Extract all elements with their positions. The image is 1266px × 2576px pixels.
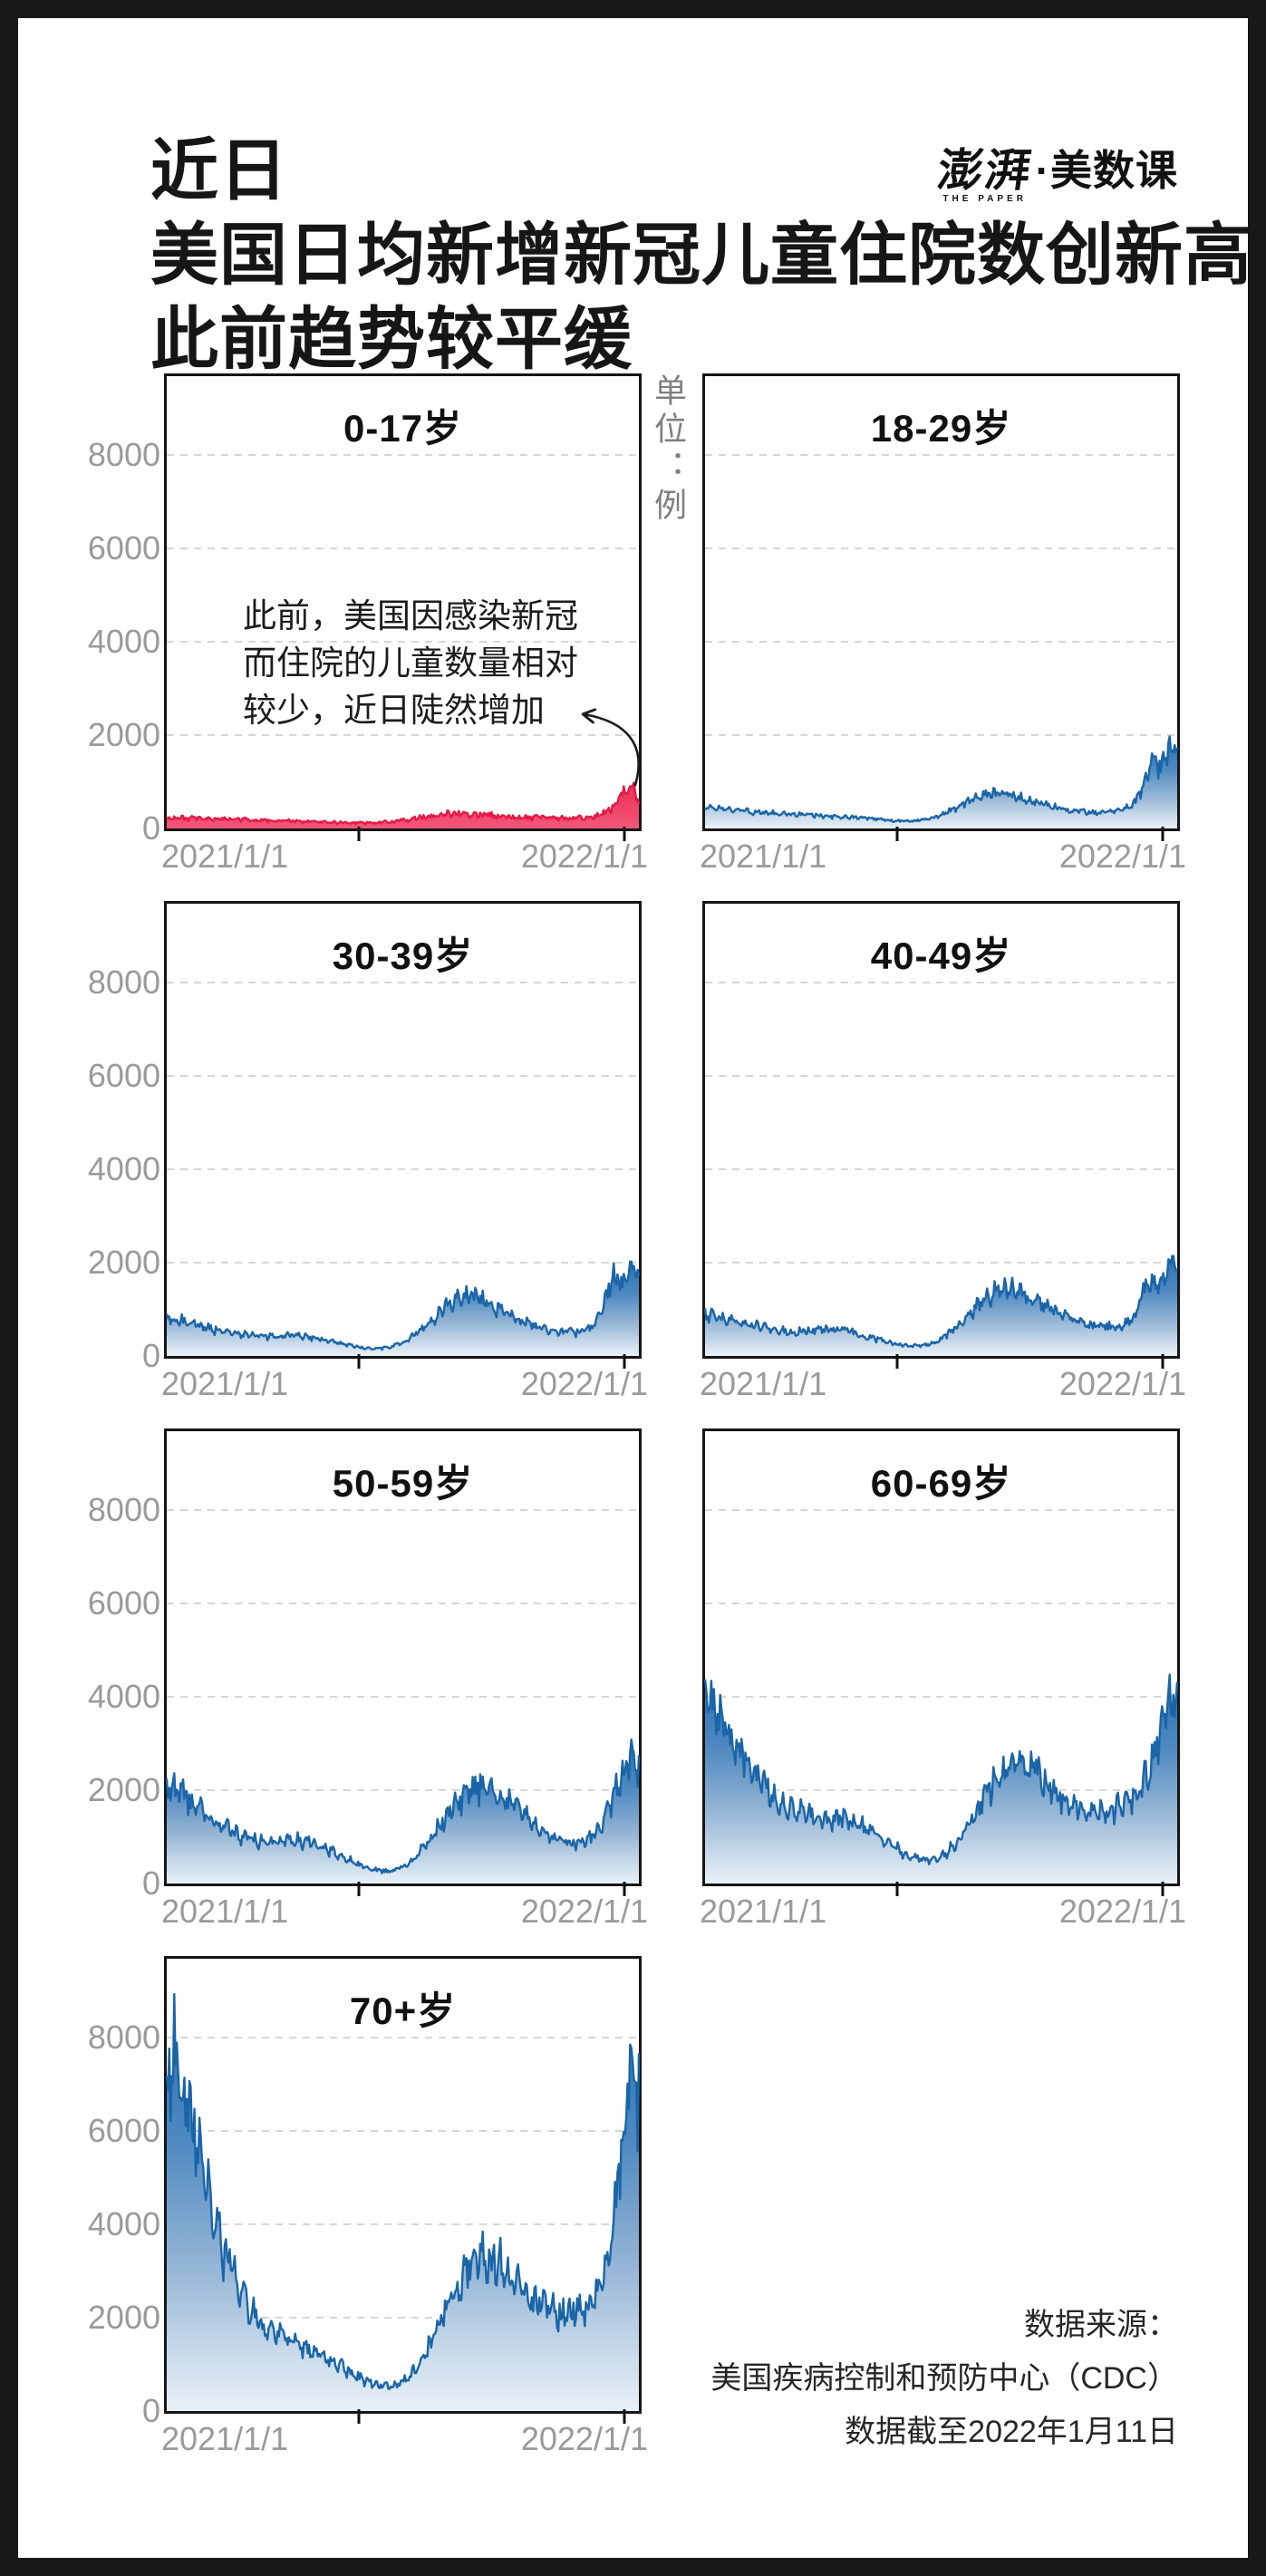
x-axis-label-end: 2022/1/1 <box>1058 1893 1186 1930</box>
chart-panel-50-59: 50-59岁 <box>164 1428 642 1896</box>
logo-suffix: ·美数课 <box>1035 147 1178 194</box>
area-chart-60-69 <box>703 1509 1179 1896</box>
y-axis-label: 6000 <box>87 529 160 567</box>
source-line-1: 数据来源： <box>1024 2308 1178 2342</box>
title-line-3: 此前趋势较平缓 <box>150 301 633 377</box>
y-axis-label: 6000 <box>87 1584 160 1622</box>
x-axis-labels-60-69: 2021/1/1 2022/1/1 <box>700 1893 1186 1931</box>
chart-panel-70plus: 70+岁 <box>164 1956 642 2424</box>
y-axis-label: 2000 <box>87 716 160 753</box>
publisher-logo: 澎湃 THE PAPER ·美数课 <box>934 143 1178 204</box>
x-axis-label-end: 2022/1/1 <box>520 1365 648 1402</box>
page-title: 近日 美国日均新增新冠儿童住院数创新高 此前趋势较平缓 <box>150 129 1248 382</box>
infographic-card: 近日 美国日均新增新冠儿童住院数创新高 此前趋势较平缓 澎湃 THE PAPER… <box>18 18 1248 2558</box>
chart-title-0-17: 0-17岁 <box>343 407 463 450</box>
area-chart-18-29 <box>704 454 1179 841</box>
title-line-1: 近日 <box>150 132 289 208</box>
y-axis-label: 8000 <box>87 2019 160 2056</box>
logo-brand-text: 澎湃 <box>933 143 1036 197</box>
chart-panel-40-49: 40-49岁 <box>702 901 1180 1369</box>
logo-subtitle: THE PAPER <box>942 194 1027 204</box>
chart-title-70plus: 70+岁 <box>349 1990 457 2032</box>
x-axis-labels-70plus: 2021/1/1 2022/1/1 <box>161 2420 648 2458</box>
y-axis-label: 0 <box>141 809 160 847</box>
area-chart-0-17 <box>166 454 641 841</box>
y-axis-labels-0-17: 0 2000 4000 6000 8000 <box>46 373 160 847</box>
y-axis-label: 4000 <box>87 1150 160 1187</box>
area-chart-30-39 <box>165 982 641 1369</box>
y-axis-label: 8000 <box>87 1491 160 1528</box>
chart-title-50-59: 50-59岁 <box>332 1462 474 1505</box>
y-axis-label: 6000 <box>87 2112 160 2149</box>
x-axis-label-end: 2022/1/1 <box>1058 1365 1186 1402</box>
x-axis-label-start: 2021/1/1 <box>161 2420 289 2457</box>
source-line-3: 数据截至2022年1月11日 <box>845 2415 1178 2449</box>
y-axis-label: 2000 <box>87 1244 160 1281</box>
y-axis-labels-30-39: 0 2000 4000 6000 8000 <box>46 901 160 1374</box>
y-axis-labels-50-59: 0 2000 4000 6000 8000 <box>46 1428 160 1902</box>
chart-panel-0-17: 0-17岁 <box>164 373 642 841</box>
y-axis-label: 0 <box>141 2392 160 2429</box>
y-axis-label: 2000 <box>87 2299 160 2336</box>
x-axis-label-start: 2021/1/1 <box>161 1365 289 1402</box>
x-axis-labels-50-59: 2021/1/1 2022/1/1 <box>161 1893 648 1931</box>
chart-panel-18-29: 18-29岁 <box>702 373 1180 841</box>
chart-panel-60-69: 60-69岁 <box>702 1428 1180 1896</box>
y-axis-label: 4000 <box>87 2205 160 2242</box>
area-chart-70plus <box>165 1992 641 2424</box>
chart-title-40-49: 40-49岁 <box>870 935 1012 977</box>
unit-label: 单位：例 <box>650 373 687 526</box>
chart-title-60-69: 60-69岁 <box>870 1462 1012 1505</box>
y-axis-label: 4000 <box>87 623 160 660</box>
y-axis-label: 2000 <box>87 1771 160 1808</box>
area-chart-40-49 <box>703 982 1178 1369</box>
y-axis-label: 0 <box>141 1337 160 1374</box>
x-axis-label-end: 2022/1/1 <box>520 838 648 875</box>
area-chart-50-59 <box>165 1509 641 1896</box>
y-axis-label: 6000 <box>87 1057 160 1094</box>
y-axis-label: 4000 <box>87 1678 160 1715</box>
logo-brand-block: 澎湃 THE PAPER <box>934 143 1036 204</box>
x-axis-label-start: 2021/1/1 <box>161 1893 289 1930</box>
x-axis-label-start: 2021/1/1 <box>161 838 289 875</box>
x-axis-labels-40-49: 2021/1/1 2022/1/1 <box>700 1365 1186 1403</box>
chart-title-30-39: 30-39岁 <box>332 935 474 977</box>
x-axis-label-start: 2021/1/1 <box>700 838 827 875</box>
source-line-2: 美国疾病控制和预防中心（CDC） <box>710 2361 1178 2396</box>
x-axis-label-end: 2022/1/1 <box>520 1893 648 1930</box>
chart-title-18-29: 18-29岁 <box>870 407 1012 450</box>
annotation-text: 此前，美国因感染新冠 而住院的儿童数量相对 较少，近日陡然增加 <box>243 597 578 729</box>
x-axis-labels-18-29: 2021/1/1 2022/1/1 <box>700 838 1186 876</box>
x-axis-label-start: 2021/1/1 <box>700 1365 827 1402</box>
y-axis-label: 8000 <box>87 964 160 1001</box>
chart-panel-30-39: 30-39岁 <box>164 901 642 1369</box>
x-axis-label-end: 2022/1/1 <box>1058 838 1186 875</box>
y-axis-labels-70plus: 0 2000 4000 6000 8000 <box>46 1956 160 2429</box>
x-axis-label-end: 2022/1/1 <box>520 2420 648 2457</box>
y-axis-label: 0 <box>141 1864 160 1902</box>
x-axis-labels-0-17: 2021/1/1 2022/1/1 <box>161 838 648 876</box>
x-axis-labels-30-39: 2021/1/1 2022/1/1 <box>161 1365 648 1403</box>
y-axis-label: 8000 <box>87 436 160 473</box>
title-line-2: 美国日均新增新冠儿童住院数创新高 <box>150 217 1248 293</box>
x-axis-label-start: 2021/1/1 <box>700 1893 827 1930</box>
data-source: 数据来源： 美国疾病控制和预防中心（CDC） 数据截至2022年1月11日 <box>710 2299 1178 2459</box>
